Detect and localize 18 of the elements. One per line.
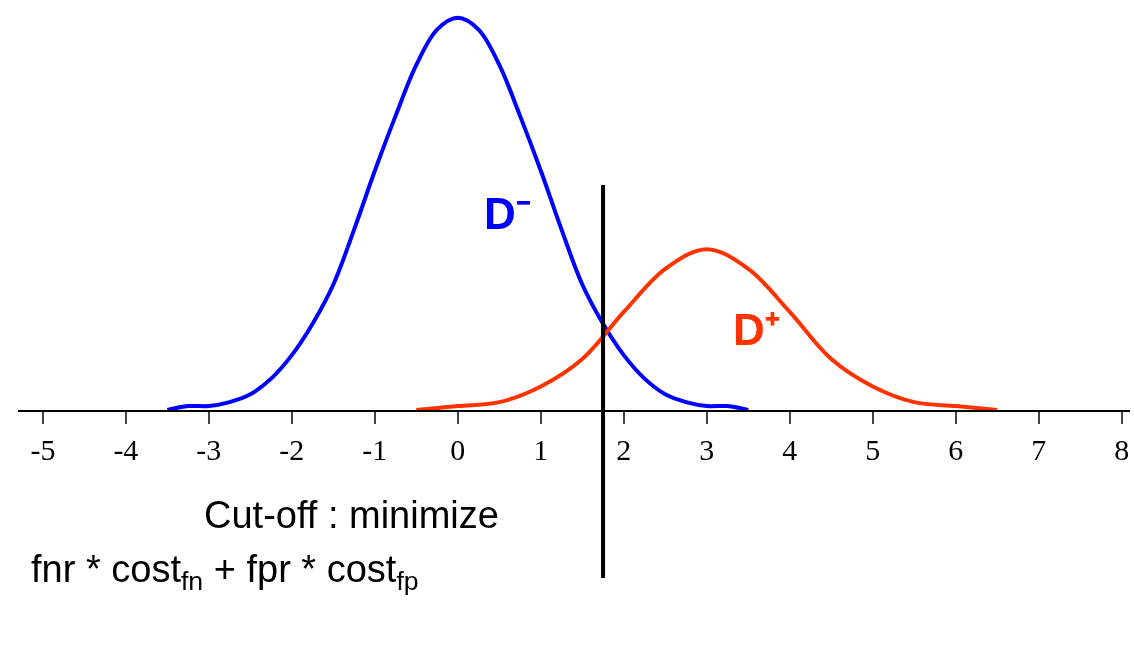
text: Cut-off : minimize: [204, 494, 499, 536]
x-tick-label: -3: [196, 433, 222, 466]
x-tick-label: 3: [699, 433, 715, 466]
text: fnr * cost$_{fn}$ + fpr * cost$_{fp}$: [31, 548, 419, 596]
x-tick-label: 4: [782, 433, 798, 466]
x-tick-label: 1: [533, 433, 549, 466]
x-tick-label: 8: [1114, 433, 1130, 466]
x-tick-label: -4: [113, 433, 139, 466]
x-tick-label: -5: [30, 433, 56, 466]
x-tick-label: 5: [865, 433, 881, 466]
x-tick-label: 6: [948, 433, 964, 466]
x-tick-label: -2: [279, 433, 305, 466]
x-tick-label: 0: [450, 433, 466, 466]
x-tick-label: 2: [616, 433, 632, 466]
x-tick-label: 7: [1031, 433, 1047, 466]
series-label: D⁻: [484, 189, 531, 238]
x-tick-label: -1: [362, 433, 388, 466]
series-label: D⁺: [733, 305, 780, 354]
